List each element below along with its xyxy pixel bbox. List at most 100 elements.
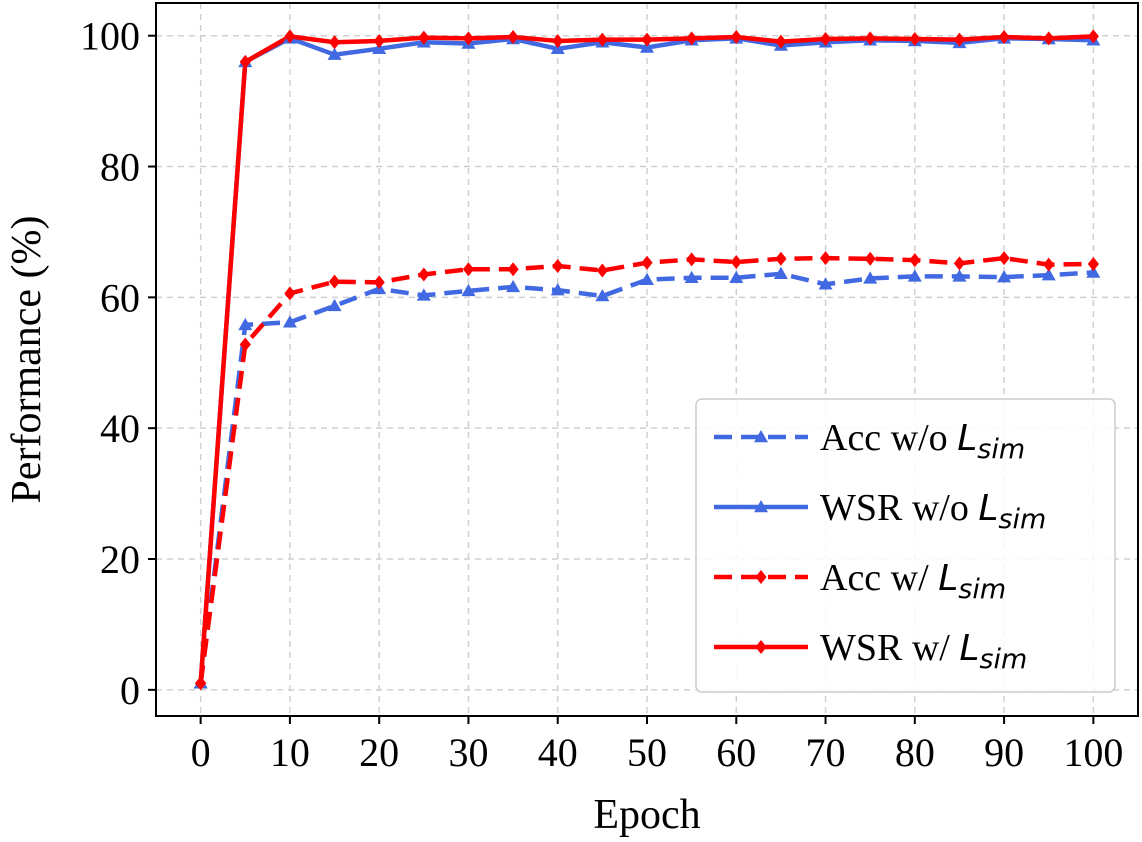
data-point-acc-wo <box>952 269 967 282</box>
data-point-acc-w <box>239 337 251 352</box>
data-point-acc-wo <box>238 317 253 331</box>
x-tick-label: 0 <box>191 730 211 775</box>
legend-entry-wsr-wo: WSR w/o Lsim <box>714 487 1046 535</box>
legend-marker-wsr-wo <box>754 500 768 513</box>
y-tick-label: 0 <box>120 668 140 713</box>
x-tick-label: 70 <box>806 730 846 775</box>
data-point-acc-wo <box>327 298 342 312</box>
legend-label-wsr-wo: WSR w/o Lsim <box>820 487 1046 535</box>
data-point-acc-wo <box>684 270 699 283</box>
data-point-wsr-w <box>373 33 385 48</box>
data-point-acc-w <box>1043 257 1055 272</box>
data-point-acc-wo <box>773 266 788 280</box>
data-point-acc-wo <box>506 279 521 293</box>
legend: Acc w/o Lsim WSR w/o Lsim Acc w/ Lsim WSR w… <box>695 398 1116 693</box>
data-point-wsr-w <box>596 32 608 47</box>
data-point-wsr-w <box>730 30 742 45</box>
y-tick-label: 80 <box>100 145 140 190</box>
y-tick-label: 60 <box>100 275 140 320</box>
legend-box <box>695 398 1116 693</box>
x-axis-title: Epoch <box>593 792 700 838</box>
legend-marker-acc-wo <box>754 430 768 443</box>
data-point-acc-wo <box>997 270 1012 283</box>
data-point-acc-w <box>552 258 564 273</box>
data-point-acc-w <box>284 286 296 301</box>
data-point-wsr-w <box>239 54 251 69</box>
data-point-acc-w <box>864 251 876 266</box>
data-point-acc-wo <box>416 288 431 301</box>
data-point-acc-wo <box>729 270 744 283</box>
data-point-acc-w <box>462 262 475 277</box>
data-point-wsr-w <box>641 32 653 47</box>
y-tick-label: 100 <box>80 14 140 59</box>
data-point-acc-w <box>686 252 698 267</box>
data-point-wsr-w <box>998 30 1010 45</box>
x-tick-label: 10 <box>270 730 310 775</box>
x-tick-label: 30 <box>448 730 488 775</box>
data-point-acc-w <box>730 255 742 270</box>
x-tick-label: 50 <box>627 730 667 775</box>
legend-label-acc-w: Acc w/ Lsim <box>820 557 1006 605</box>
x-tick-label: 20 <box>359 730 399 775</box>
data-point-wsr-w <box>686 31 698 46</box>
data-point-acc-w <box>507 262 519 277</box>
axis-ticks <box>148 34 1095 724</box>
y-tick-label: 20 <box>100 537 140 582</box>
data-point-wsr-w <box>864 31 876 46</box>
data-point-acc-wo <box>461 283 476 297</box>
data-point-wsr-w <box>953 32 966 47</box>
data-point-acc-wo <box>550 283 565 296</box>
data-point-wsr-w <box>328 35 341 50</box>
x-tick-label: 40 <box>538 730 578 775</box>
data-point-acc-w <box>775 251 787 266</box>
data-point-acc-wo <box>818 277 833 290</box>
data-point-acc-wo <box>907 269 922 282</box>
data-point-acc-w <box>328 274 341 289</box>
data-point-acc-wo <box>1041 268 1056 281</box>
legend-entry-acc-wo: Acc w/o Lsim <box>714 417 1025 465</box>
data-point-acc-w <box>596 263 608 278</box>
data-point-acc-wo <box>595 289 610 302</box>
data-point-wsr-wo <box>327 47 342 60</box>
data-point-wsr-w <box>1087 29 1099 44</box>
y-tick-label: 40 <box>100 406 140 451</box>
x-tick-label: 100 <box>1063 730 1123 775</box>
data-point-acc-w <box>418 267 430 282</box>
data-point-acc-w <box>373 275 385 290</box>
data-point-wsr-w <box>418 30 430 45</box>
x-tick-label: 60 <box>716 730 756 775</box>
legend-label-acc-wo: Acc w/o Lsim <box>820 417 1025 465</box>
data-point-acc-w <box>909 253 921 268</box>
data-point-acc-w <box>953 256 966 271</box>
legend-marker-acc-w <box>755 570 767 584</box>
data-point-wsr-w <box>552 33 564 48</box>
data-point-acc-w <box>998 251 1010 266</box>
data-point-acc-w <box>819 251 832 266</box>
legend-entry-wsr-w: WSR w/ Lsim <box>714 627 1027 675</box>
data-point-wsr-w <box>507 30 519 45</box>
data-point-wsr-w <box>195 676 207 691</box>
series-markers <box>193 29 1101 691</box>
x-tick-label: 90 <box>984 730 1024 775</box>
data-point-wsr-w <box>284 29 296 44</box>
data-point-acc-wo <box>282 315 297 328</box>
data-point-wsr-w <box>819 31 832 46</box>
legend-marker-wsr-w <box>755 640 767 654</box>
x-tick-label: 80 <box>895 730 935 775</box>
y-axis-title: Performance (%) <box>4 215 50 503</box>
data-point-acc-wo <box>1086 265 1101 278</box>
tick-labels: 0 10 20 30 40 50 60 70 80 90 100 0 20 40 60 80 100 <box>80 14 1123 775</box>
legend-entry-acc-w: Acc w/ Lsim <box>714 557 1006 605</box>
legend-entries: Acc w/o Lsim WSR w/o Lsim Acc w/ Lsim WSR w… <box>714 417 1046 675</box>
data-point-wsr-w <box>909 31 921 46</box>
data-point-wsr-w <box>775 34 787 49</box>
data-point-acc-wo <box>863 271 878 284</box>
data-point-acc-w <box>641 255 653 270</box>
data-point-wsr-w <box>462 31 475 46</box>
legend-label-wsr-w: WSR w/ Lsim <box>820 627 1027 675</box>
data-point-acc-w <box>1087 256 1099 271</box>
data-point-acc-wo <box>640 272 654 285</box>
data-point-wsr-w <box>1043 31 1055 46</box>
